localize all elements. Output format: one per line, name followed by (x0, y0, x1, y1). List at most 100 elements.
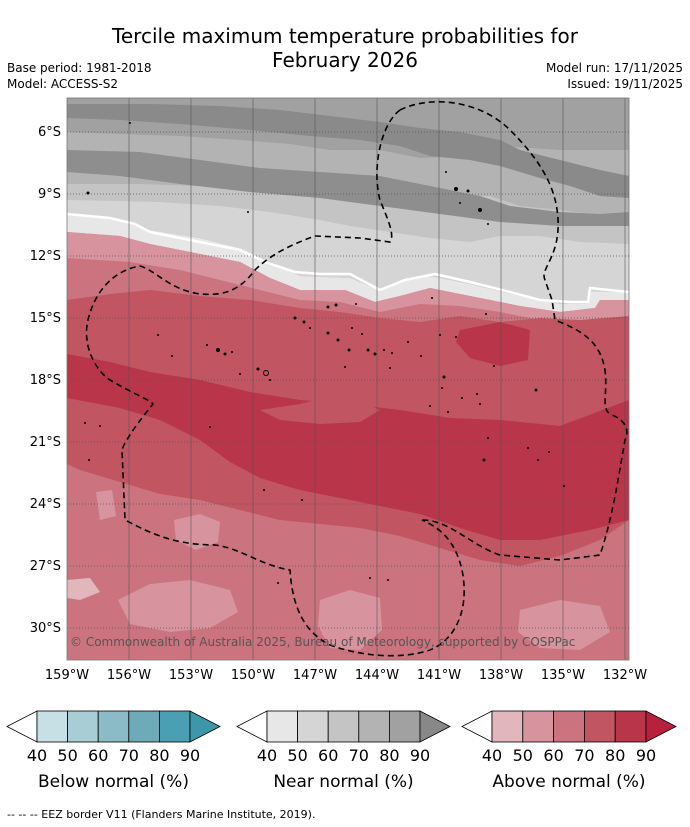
colorbar-segment (67, 710, 99, 743)
probability-boundary-line (67, 212, 629, 304)
near-normal-90-plus-band (67, 150, 629, 226)
colorbar-tick-label: 80 (149, 746, 169, 765)
colorbar-tick-label: 70 (349, 746, 369, 765)
colorbar-segment (388, 710, 421, 743)
colorbar-segment (327, 710, 360, 743)
colorbar-segment (522, 710, 554, 743)
colorbar-segment (614, 710, 647, 743)
colorbar-tick-label: 60 (318, 746, 338, 765)
colorbar-label-above: Above normal (%) (492, 772, 646, 792)
lon-label-144w: 144°W (355, 668, 399, 683)
eez-legend-note: -- -- -- EEZ border V11 (Flanders Marine… (7, 808, 316, 821)
title-line-1: Tercile maximum temperature probabilitie… (112, 24, 578, 48)
colorbar-tick-label: 90 (636, 746, 656, 765)
eez-border-east (399, 101, 628, 561)
colorbar-near-normal: 40 50 60 70 80 90 (236, 710, 451, 765)
title-line-2: February 2026 (272, 48, 418, 72)
map-title: Tercile maximum temperature probabilitie… (0, 24, 690, 72)
lat-label-27s: 27°S (30, 559, 61, 574)
lon-label-132w: 132°W (603, 668, 647, 683)
colorbar-arrow-low (461, 710, 493, 743)
colorbar-tick-label: 80 (379, 746, 399, 765)
colorbar-arrow-high (419, 710, 451, 743)
colorbar-arrow-high (645, 710, 677, 743)
colorbar-segment (297, 710, 329, 743)
lon-label-138w: 138°W (479, 668, 523, 683)
colorbar-segment (158, 710, 191, 743)
lon-label-159w: 159°W (45, 668, 89, 683)
colorbar-arrow-high (189, 710, 221, 743)
colorbar-arrow-low (236, 710, 268, 743)
eez-borders (85, 101, 628, 657)
lat-label-6s: 6°S (38, 125, 61, 140)
above-normal-50-60-patch-se (518, 600, 610, 650)
longitude-gridlines (128, 98, 626, 660)
colorbar-tick-label: 40 (27, 746, 47, 765)
lat-label-12s: 12°S (30, 249, 61, 264)
colorbar-label-near: Near normal (%) (273, 772, 414, 792)
above-normal-40-50-patch (67, 578, 100, 600)
colorbar-segment (358, 710, 390, 743)
colorbar-tick-label: 50 (513, 746, 533, 765)
colorbar-label-below: Below normal (%) (38, 772, 189, 792)
lat-label-9s: 9°S (38, 187, 61, 202)
map-area: © Commonwealth of Australia 2025, Bureau… (67, 98, 629, 660)
colorbar-segment (491, 710, 524, 743)
above-normal-80-90-region (67, 354, 629, 540)
base-period: Base period: 1981-2018 (7, 61, 152, 75)
lat-label-21s: 21°S (30, 435, 61, 450)
colorbar-tick-label: 50 (287, 746, 307, 765)
colorbar-segment (553, 710, 585, 743)
colorbar-segment (36, 710, 69, 743)
lon-label-153w: 153°W (169, 668, 213, 683)
run-info: Model run: 17/11/2025 Issued: 19/11/2025 (546, 60, 683, 92)
colorbar-tick-label: 90 (410, 746, 430, 765)
colorbar-tick-label: 90 (180, 746, 200, 765)
colorbar-tick-label: 70 (119, 746, 139, 765)
islands (84, 122, 565, 584)
colorbar-tick-label: 60 (543, 746, 563, 765)
map-frame (66, 97, 630, 661)
lon-label-156w: 156°W (107, 668, 151, 683)
near-normal-40-50-region (67, 214, 629, 312)
colorbar-tick-label: 70 (574, 746, 594, 765)
eez-border-west (85, 109, 465, 657)
lat-label-15s: 15°S (30, 311, 61, 326)
latitude-gridlines (67, 131, 629, 629)
above-normal-50-60-patch-w (174, 514, 220, 550)
above-normal-50-60-patch-sw (118, 580, 238, 632)
issued-date: Issued: 19/11/2025 (567, 77, 683, 91)
colorbar-tick-label: 40 (482, 746, 502, 765)
lon-label-141w: 141°W (417, 668, 461, 683)
longitude-labels: 159°W 156°W 153°W 150°W 147°W 144°W 141°… (45, 668, 647, 683)
colorbar-above-normal: 40 50 60 70 80 90 (461, 710, 677, 765)
above-normal-50-60-region (67, 232, 629, 330)
colorbar-segment (266, 710, 299, 743)
model-name: Model: ACCESS-S2 (7, 77, 119, 91)
colorbar-below-normal: 40 50 60 70 80 90 (6, 710, 221, 765)
near-normal-90-plus-region (67, 104, 629, 198)
colorbar-tick-label: 60 (88, 746, 108, 765)
model-run: Model run: 17/11/2025 (545, 61, 683, 75)
above-normal-50-60-patch-s (318, 590, 382, 650)
colorbar-tick-label: 80 (605, 746, 625, 765)
above-normal-70-80-patch (260, 396, 380, 424)
lat-label-24s: 24°S (30, 497, 61, 512)
model-info: Base period: 1981-2018 Model: ACCESS-S2 (7, 60, 152, 92)
latitude-labels: 6°S 9°S 12°S 15°S 18°S 21°S 24°S 27°S 30… (30, 125, 61, 636)
lat-label-18s: 18°S (30, 373, 61, 388)
above-normal-50-60-patch-nw (96, 490, 116, 520)
colorbar-segment (97, 710, 130, 743)
colorbar-segment (128, 710, 160, 743)
colorbar-tick-label: 50 (57, 746, 77, 765)
colorbar-segment (584, 710, 616, 743)
lon-label-150w: 150°W (231, 668, 275, 683)
lat-label-30s: 30°S (30, 621, 61, 636)
colorbar-arrow-low (6, 710, 38, 743)
above-normal-80-90-patch (456, 322, 530, 366)
colorbar-tick-label: 40 (257, 746, 277, 765)
lon-label-135w: 135°W (541, 668, 585, 683)
lon-label-147w: 147°W (293, 668, 337, 683)
copyright-notice: © Commonwealth of Australia 2025, Bureau… (70, 635, 575, 649)
